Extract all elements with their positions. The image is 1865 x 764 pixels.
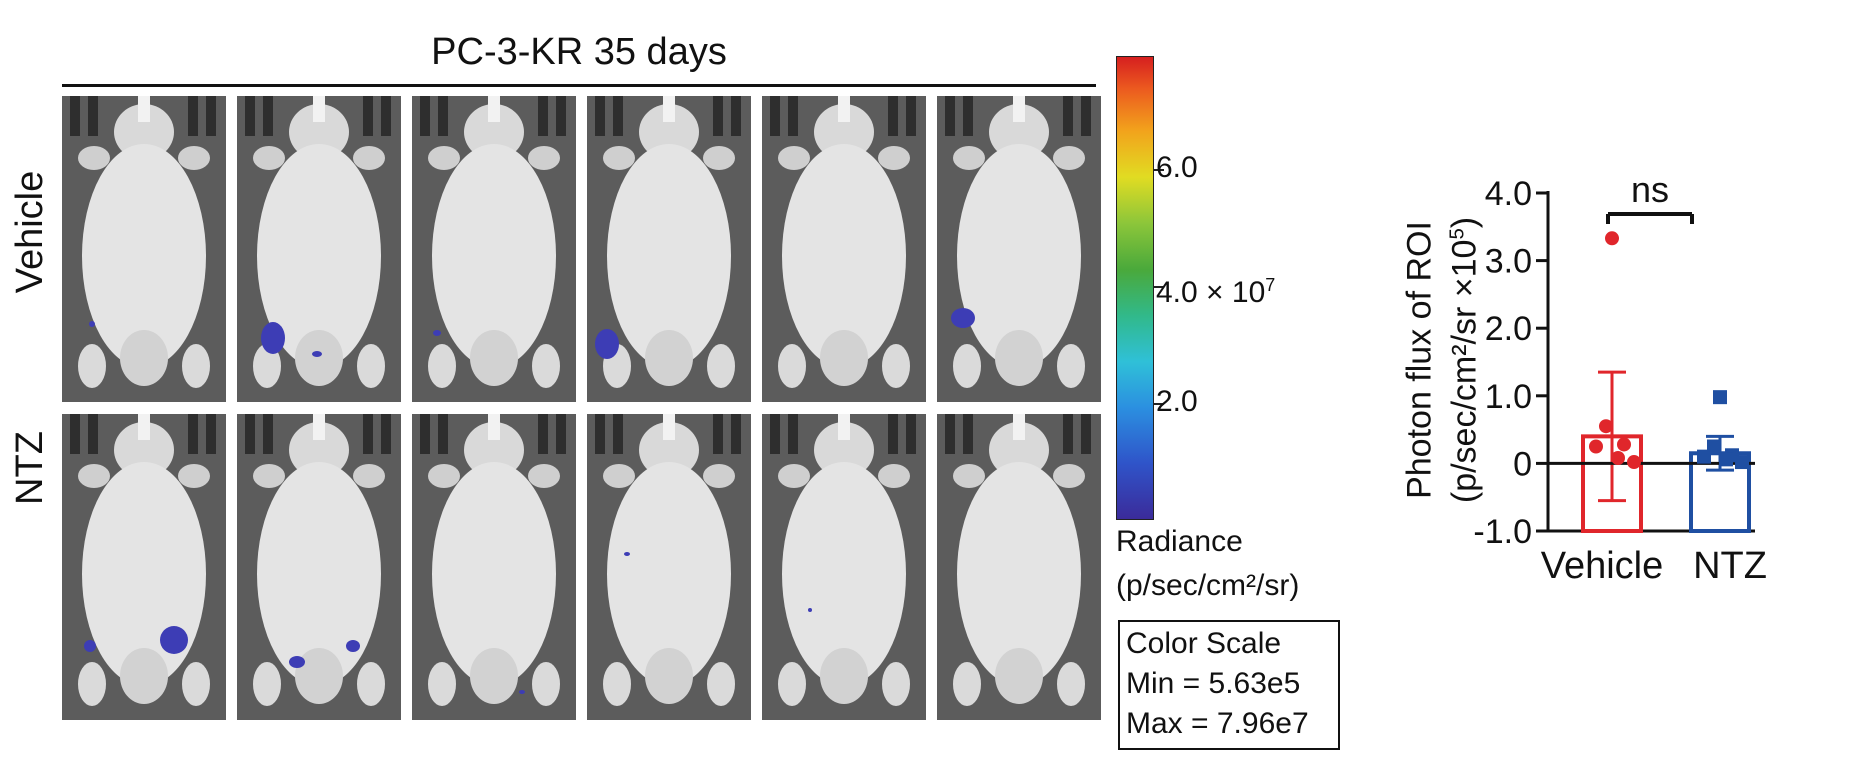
mouse-image-panel	[587, 414, 751, 720]
data-point-vehicle	[1617, 437, 1631, 452]
luminescence-spot	[346, 640, 360, 652]
mouse-image-panel	[412, 96, 576, 402]
mouse-image-panel	[62, 414, 226, 720]
title-rule	[62, 84, 1096, 87]
color-scale-min: Min = 5.63e5	[1126, 667, 1301, 700]
luminescence-spot	[519, 690, 525, 694]
mouse-image-panel	[237, 414, 401, 720]
x-category-label: NTZ	[1693, 545, 1767, 587]
y-tick-label: 1.0	[1485, 378, 1532, 416]
mouse-image-panel	[762, 414, 926, 720]
luminescence-spot	[433, 330, 441, 336]
luminescence-spot	[160, 626, 188, 654]
mouse-image-panel	[237, 96, 401, 402]
luminescence-spot	[84, 640, 96, 652]
data-point-ntz	[1735, 455, 1749, 470]
luminescence-spot	[89, 321, 95, 327]
color-scale-max: Max = 7.96e7	[1126, 707, 1309, 740]
data-point-vehicle	[1599, 419, 1613, 434]
significance-label: ns	[1631, 169, 1669, 210]
radiance-colorbar	[1116, 56, 1154, 520]
data-point-vehicle	[1589, 439, 1603, 454]
data-point-vehicle	[1627, 455, 1641, 470]
y-tick-label: 2.0	[1485, 310, 1532, 348]
colorbar-tick	[1154, 169, 1164, 171]
y-tick-label: 0	[1513, 445, 1532, 483]
data-point-ntz	[1697, 449, 1711, 464]
luminescence-spot	[951, 308, 975, 328]
luminescence-spot	[312, 351, 322, 357]
mouse-image-panel	[587, 96, 751, 402]
colorbar-label-2: 2.0	[1156, 385, 1198, 418]
mouse-image-panel	[762, 96, 926, 402]
data-point-vehicle	[1611, 450, 1625, 465]
mouse-image-panel	[412, 414, 576, 720]
luminescence-spot	[595, 329, 619, 359]
colorbar-label-6: 6.0	[1156, 151, 1198, 184]
radiance-title: Radiance	[1116, 525, 1243, 558]
mouse-image-panel	[937, 414, 1101, 720]
y-tick-label: -1.0	[1473, 513, 1532, 551]
figure-title: PC-3-KR 35 days	[431, 31, 727, 73]
y-tick-label: 3.0	[1485, 243, 1532, 281]
y-tick-label: 4.0	[1485, 175, 1532, 213]
x-category-label: Vehicle	[1541, 545, 1664, 587]
colorbar-label-4: 4.0 × 107	[1156, 275, 1276, 309]
luminescence-spot	[289, 656, 305, 668]
color-scale-box: Color Scale Min = 5.63e5 Max = 7.96e7	[1118, 620, 1340, 750]
data-point-ntz	[1713, 390, 1727, 405]
mouse-image-panel	[62, 96, 226, 402]
radiance-unit: (p/sec/cm²/sr)	[1116, 569, 1300, 602]
color-scale-heading: Color Scale	[1126, 627, 1282, 660]
luminescence-spot	[808, 608, 812, 612]
luminescence-spot	[261, 322, 285, 354]
colorbar-tick	[1154, 403, 1164, 405]
data-point-vehicle	[1605, 231, 1619, 246]
data-point-ntz	[1719, 452, 1733, 467]
colorbar-tick	[1154, 286, 1164, 288]
luminescence-spot	[624, 552, 630, 556]
mouse-image-panel	[937, 96, 1101, 402]
